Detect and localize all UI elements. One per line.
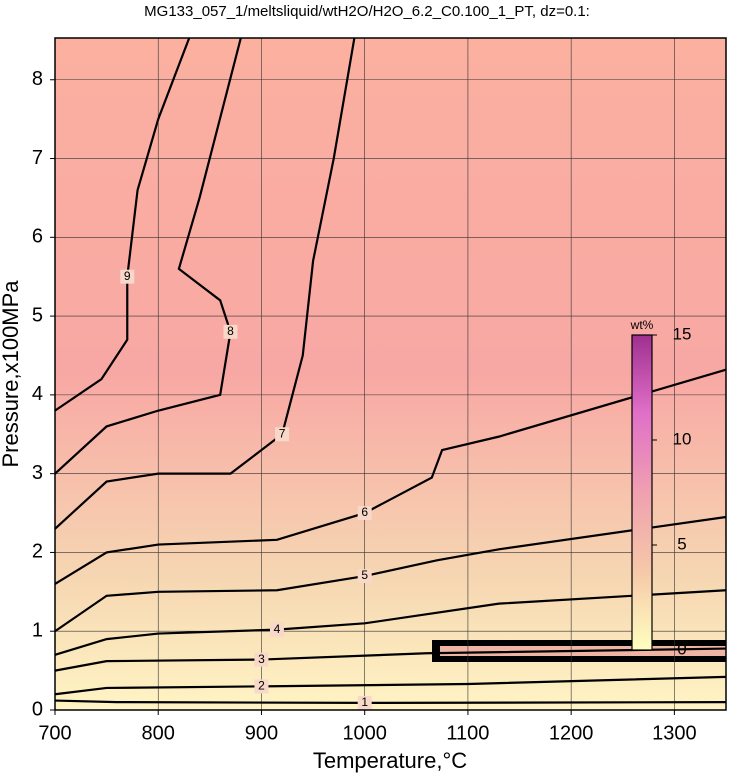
contour-label-bg bbox=[120, 269, 135, 284]
colorbar-tick-label: 0 bbox=[677, 639, 686, 658]
grid bbox=[54, 38, 726, 711]
colorbar-tick-label: 15 bbox=[673, 324, 692, 343]
y-tick-label: 4 bbox=[32, 383, 43, 405]
colorbar-bar bbox=[631, 334, 653, 651]
x-tick-label: 1200 bbox=[549, 722, 594, 744]
contour-label-bg bbox=[254, 679, 269, 694]
contour-label: 8 bbox=[227, 324, 234, 338]
contour-label-bg bbox=[357, 569, 372, 584]
contours: 1 2 3 4 5 6 7 8 9 bbox=[54, 37, 727, 710]
colorbar-tick-label: 10 bbox=[673, 429, 692, 448]
contour-line bbox=[54, 699, 727, 705]
y-tick-label: 3 bbox=[32, 462, 43, 484]
y-axis-label: Pressure,x100MPa bbox=[0, 280, 23, 468]
colorbar: wt% 0 5 10 15 bbox=[630, 318, 692, 658]
x-axis-label: Temperature,°C bbox=[313, 748, 467, 773]
plot-background bbox=[55, 38, 726, 710]
contour-label-bg bbox=[223, 324, 238, 339]
contour-label-bg bbox=[357, 506, 372, 521]
y-tick-label: 5 bbox=[32, 304, 43, 326]
x-tick-label: 900 bbox=[245, 722, 278, 744]
y-tick-label: 7 bbox=[32, 147, 43, 169]
y-tick-label: 0 bbox=[32, 698, 43, 720]
chart-title: MG133_057_1/meltsliquid/wtH2O/H2O_6.2_C0… bbox=[144, 3, 590, 20]
plot-frame bbox=[54, 37, 727, 711]
x-tick-label: 1000 bbox=[342, 722, 387, 744]
contour-label-bg bbox=[269, 622, 284, 637]
contour-label: 5 bbox=[361, 568, 368, 582]
x-tick-label: 700 bbox=[38, 722, 71, 744]
contour-label-bg bbox=[254, 652, 269, 667]
contour-label-bg bbox=[357, 695, 372, 710]
y-tick-label: 1 bbox=[32, 620, 43, 642]
contour-label: 1 bbox=[361, 695, 368, 709]
contour-label: 2 bbox=[258, 679, 265, 693]
contour-label: 6 bbox=[361, 505, 368, 519]
x-tick-label: 1300 bbox=[652, 722, 697, 744]
contour-label: 3 bbox=[258, 652, 265, 666]
x-tick-label: 800 bbox=[142, 722, 175, 744]
contour-line bbox=[54, 515, 727, 633]
contour-label: 9 bbox=[124, 269, 131, 283]
y-tick-label: 6 bbox=[32, 226, 43, 248]
contour-label: 4 bbox=[274, 622, 281, 636]
colorbar-label: wt% bbox=[630, 318, 654, 332]
y-tick-label: 8 bbox=[32, 68, 43, 90]
colorbar-tick-label: 5 bbox=[677, 534, 686, 553]
y-tick-label: 2 bbox=[32, 541, 43, 563]
x-tick-label: 1100 bbox=[446, 722, 489, 744]
contour-label: 7 bbox=[279, 426, 286, 440]
contour-label-bg bbox=[275, 427, 290, 442]
